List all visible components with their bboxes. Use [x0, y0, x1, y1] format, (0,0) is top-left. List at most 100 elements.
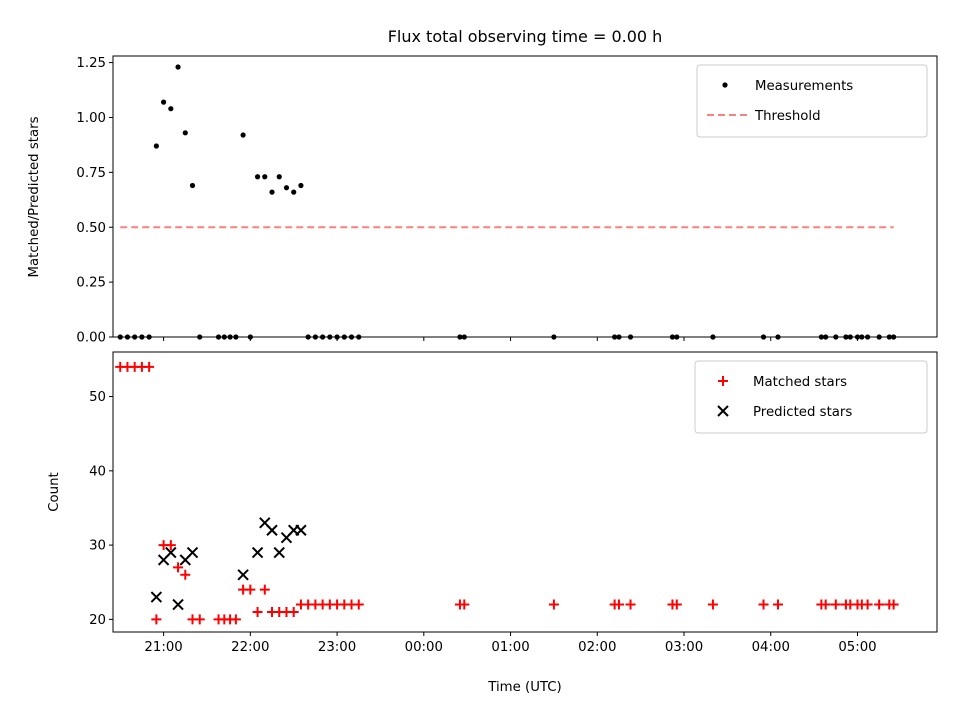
matched-star-point: [252, 606, 263, 617]
matched-star-point: [874, 599, 885, 610]
predicted-star-point: [251, 546, 264, 559]
top-y-tick-label: 1.25: [76, 56, 106, 71]
measurement-point: [132, 334, 138, 340]
bottom-legend-box: [694, 360, 928, 434]
measurement-point: [160, 99, 167, 105]
top-plot-area: 0.00 0.25 0.50 0.75 1.00 1.25 Measurements Thre…: [76, 55, 938, 346]
measurement-point: [818, 334, 824, 340]
measurement-point: [612, 334, 618, 340]
x-tick-label: 21:00: [144, 640, 182, 655]
bottom-y-tick-label: 20: [89, 613, 106, 628]
matched-star-point: [230, 614, 241, 625]
top-y-tick-label: 0.50: [76, 221, 106, 236]
measurement-point: [139, 334, 145, 340]
measurement-point: [341, 334, 347, 340]
measurement-point: [847, 334, 853, 340]
matched-star-point: [245, 584, 256, 595]
legend-predicted-swatch: [717, 405, 729, 417]
legend-matched-swatch: [718, 376, 728, 386]
measurement-point: [221, 334, 227, 340]
bottom-legend: Matched stars Predicted stars: [694, 360, 928, 434]
x-tick-label: 00:00: [405, 640, 443, 655]
measurement-point: [823, 334, 829, 340]
measurement-point: [117, 334, 123, 340]
measurement-point: [669, 334, 676, 340]
measurement-point: [269, 189, 275, 195]
matched-star-point: [625, 599, 636, 610]
bottom-y-axis-label: Count: [47, 472, 62, 512]
measurement-point: [551, 334, 557, 340]
measurement-point: [240, 132, 246, 138]
measurement-point: [854, 334, 861, 340]
measurement-point: [616, 334, 622, 340]
matched-star-point: [772, 599, 783, 610]
measurement-point: [320, 334, 326, 340]
matched-star-point: [144, 361, 155, 372]
matched-star-point: [671, 599, 682, 610]
x-tick-label: 05:00: [838, 640, 876, 655]
matched-star-point: [180, 569, 191, 580]
bottom-plot-area: 20 30 40 50 21:00 22:00 23:00 00:00 01:00 02:00 03…: [89, 351, 938, 655]
measurement-point: [233, 334, 239, 340]
x-axis-label: Time (UTC): [487, 680, 562, 695]
matched-star-point: [707, 599, 718, 610]
measurement-point: [153, 143, 159, 149]
measurement-point: [457, 334, 463, 340]
x-tick-label: 02:00: [578, 640, 616, 655]
measurement-point: [227, 334, 233, 340]
measurement-point: [356, 334, 362, 340]
measurement-point: [298, 182, 304, 189]
measurement-point: [215, 334, 222, 340]
matched-star-point: [353, 599, 364, 610]
top-y-tick-label: 0.25: [76, 276, 106, 291]
measurement-point: [760, 334, 767, 340]
measurement-point: [674, 334, 680, 340]
measurement-point: [283, 185, 290, 191]
matched-star-point: [288, 606, 299, 617]
measurement-point: [891, 334, 897, 340]
measurement-point: [334, 334, 340, 340]
top-y-tick-label: 0.00: [76, 331, 106, 346]
legend-label: Predicted stars: [753, 405, 852, 420]
measurement-point: [305, 334, 311, 340]
measurement-point: [833, 334, 839, 340]
predicted-star-point: [172, 598, 184, 611]
predicted-star-point: [237, 569, 249, 581]
measurement-point: [175, 64, 181, 70]
measurement-point: [865, 334, 871, 340]
measurement-point: [262, 174, 268, 180]
x-tick-label: 04:00: [752, 640, 790, 655]
measurement-point: [197, 334, 203, 340]
legend-label: Matched stars: [753, 375, 847, 390]
measurement-point: [189, 182, 196, 189]
measurement-point: [843, 334, 849, 340]
matched-star-point: [259, 584, 270, 595]
matched-star-point: [151, 614, 162, 625]
top-axes-frame: [112, 55, 938, 338]
measurement-point: [348, 334, 355, 340]
measurement-point: [146, 334, 152, 340]
matched-star-point: [758, 599, 769, 610]
measurement-point: [859, 334, 865, 340]
bottom-axes-frame: [112, 351, 938, 633]
x-tick-label: 23:00: [318, 640, 356, 655]
matched-star-point: [613, 599, 624, 610]
x-tick-label: 01:00: [491, 640, 529, 655]
top-legend: Measurements Threshold: [696, 64, 928, 138]
measurement-point: [461, 334, 467, 340]
matched-star-point: [548, 599, 559, 610]
measurement-point: [276, 174, 282, 180]
measurement-point: [775, 334, 781, 340]
top-legend-box: [696, 64, 928, 138]
measurement-point: [876, 334, 882, 340]
x-tick-label: 03:00: [665, 640, 703, 655]
measurement-point: [627, 334, 634, 340]
matched-star-point: [165, 540, 176, 551]
predicted-star-point: [165, 546, 177, 559]
measurement-point: [247, 334, 253, 340]
matched-star-point: [820, 599, 831, 610]
x-tick-label: 22:00: [231, 640, 269, 655]
matched-star-point: [862, 599, 873, 610]
bottom-y-tick-label: 30: [89, 539, 106, 554]
